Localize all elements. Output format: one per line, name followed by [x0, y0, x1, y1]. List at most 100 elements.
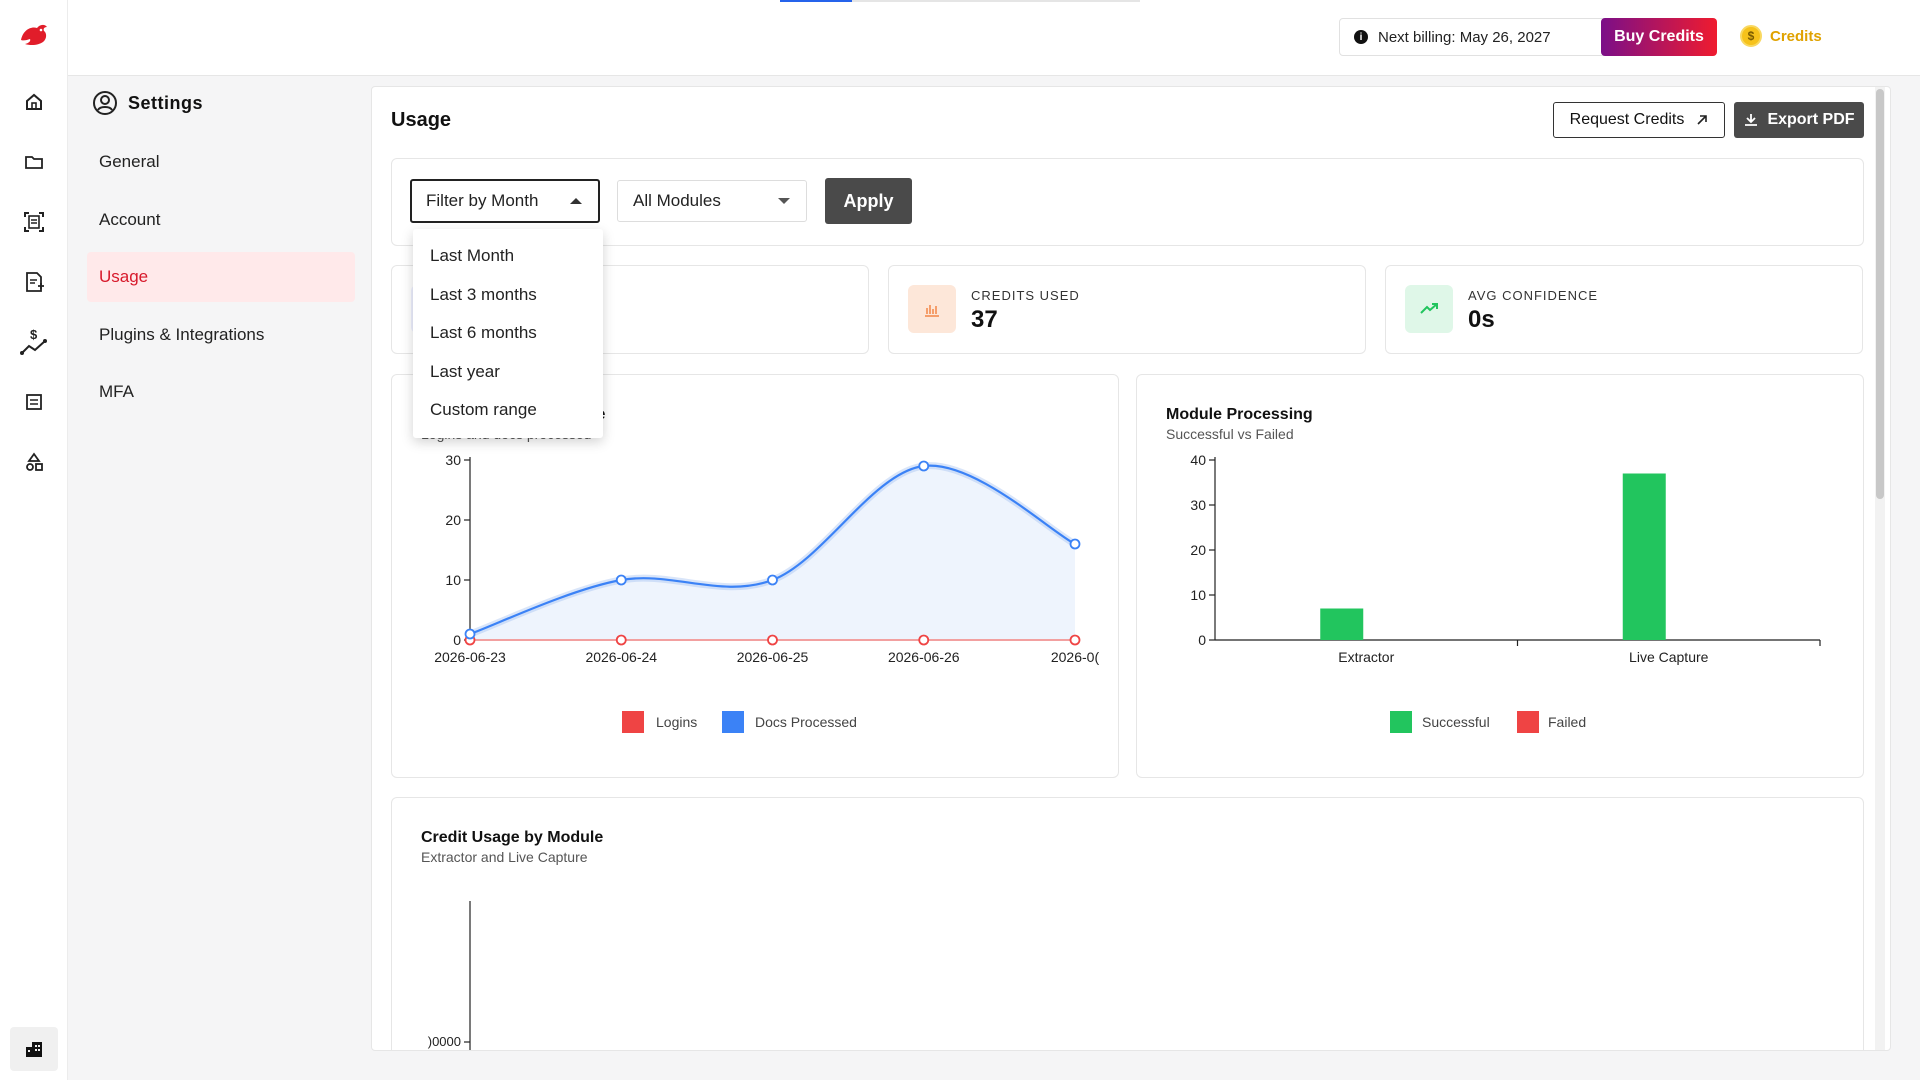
billing-text: Next billing: May 26, 2027	[1378, 28, 1551, 46]
docs-processed-point	[767, 574, 778, 586]
scrollbar[interactable]	[1875, 87, 1885, 1050]
credits-used-label: CREDITS USED	[971, 288, 1080, 303]
y-tick-label: )0000	[428, 1034, 461, 1049]
docs-processed-line	[469, 464, 1076, 636]
activity-area-chart: 0 10 20 30 2026-06-23 2026-06-24 2026-06-25 202…	[434, 452, 1100, 733]
bar-successful	[1622, 473, 1666, 640]
legend-label-logins: Logins	[656, 714, 697, 730]
logins-point	[1069, 634, 1081, 646]
nav-item-account[interactable]: Account	[99, 210, 161, 229]
stat-card-avg-confidence: AVG CONFIDENCE 0s	[1385, 265, 1863, 354]
y-tick-label: 0	[453, 632, 461, 648]
avg-confidence-value: 0s	[1468, 306, 1495, 333]
docs-processed-area	[470, 465, 1075, 640]
x-tick-label: 2026-06-26	[888, 649, 960, 665]
scrollbar-thumb[interactable]	[1876, 89, 1884, 499]
billing-analytics-icon[interactable]: $	[20, 328, 48, 356]
settings-heading: Settings	[92, 90, 203, 116]
loading-progress	[780, 0, 1140, 2]
shapes-icon[interactable]	[20, 448, 48, 476]
chart-title: Credit Usage by Module	[421, 829, 604, 846]
settings-sidebar: Settings General Account Usage Plugins &…	[68, 76, 371, 1080]
option-last-3-months[interactable]: Last 3 months	[430, 284, 537, 304]
folder-icon[interactable]	[20, 148, 48, 176]
legend-swatch-failed	[1517, 711, 1539, 733]
docs-processed-point	[464, 628, 476, 640]
organization-icon[interactable]	[10, 1027, 58, 1071]
logins-point	[615, 634, 627, 646]
brand-logo-icon[interactable]	[17, 18, 51, 52]
module-processing-card: Module Processing Successful vs Failed 0…	[1136, 374, 1864, 778]
export-pdf-label: Export PDF	[1767, 111, 1855, 128]
buy-credits-button[interactable]: Buy Credits	[1601, 18, 1717, 56]
usage-panel: Usage Request Credits Export PDF Filter …	[371, 86, 1891, 1051]
chart-title: Module Processing	[1166, 406, 1313, 423]
nav-item-usage[interactable]: Usage	[87, 252, 355, 302]
x-tick-label: 2026-06-25	[737, 649, 809, 665]
chevron-up-icon	[570, 198, 582, 204]
credit-usage-card: Credit Usage by Module Extractor and Liv…	[391, 797, 1864, 1050]
period-select-value: Filter by Month	[426, 191, 539, 210]
top-bar: i Next billing: May 26, 2027 Buy Credits…	[68, 0, 1920, 76]
legend-swatch-logins	[622, 711, 644, 733]
docs-processed-point	[1069, 538, 1081, 550]
option-last-6-months[interactable]: Last 6 months	[430, 323, 537, 343]
icon-rail: $	[0, 0, 68, 1080]
legend-label-docs-processed: Docs Processed	[755, 714, 857, 730]
credits-label: Credits	[1770, 27, 1822, 45]
page-title: Usage	[391, 109, 452, 131]
credit-usage-axis: )0000	[428, 901, 471, 1050]
module-select-value: All Modules	[633, 191, 721, 210]
download-icon	[1745, 114, 1758, 126]
settings-title: Settings	[128, 92, 204, 113]
x-tick-label: 2026-0(	[1051, 649, 1100, 665]
y-tick-label: 30	[1190, 497, 1206, 513]
option-last-month[interactable]: Last Month	[430, 246, 515, 266]
x-tick-label: 2026-06-23	[434, 649, 506, 665]
legend-label-successful: Successful	[1422, 714, 1490, 730]
bar-chart-icon	[908, 285, 956, 333]
legend-swatch-docs-processed	[722, 711, 744, 733]
y-tick-label: 20	[1190, 542, 1206, 558]
home-icon[interactable]	[20, 88, 48, 116]
export-pdf-button[interactable]: Export PDF	[1734, 102, 1864, 138]
chevron-down-icon	[778, 198, 790, 204]
period-select[interactable]: Filter by Month	[410, 179, 600, 223]
request-credits-button[interactable]: Request Credits	[1553, 102, 1725, 138]
y-tick-label: 20	[445, 512, 461, 528]
docs-processed-point	[615, 574, 627, 586]
arrow-up-right-icon	[1697, 115, 1708, 125]
apply-button[interactable]: Apply	[825, 178, 912, 224]
scan-document-icon[interactable]	[20, 208, 48, 236]
bar-successful	[1320, 608, 1364, 640]
credits-link[interactable]: $ Credits	[1740, 25, 1822, 47]
avg-confidence-label: AVG CONFIDENCE	[1468, 288, 1599, 303]
stat-card-credits-used: CREDITS USED 37	[888, 265, 1366, 354]
option-custom-range[interactable]: Custom range	[430, 400, 537, 420]
info-icon: i	[1354, 30, 1368, 44]
trending-up-icon	[1405, 285, 1453, 333]
y-tick-label: 40	[1190, 452, 1206, 468]
add-document-icon[interactable]	[20, 268, 48, 296]
user-circle-icon	[93, 91, 117, 115]
y-tick-label: 0	[1198, 632, 1206, 648]
billing-info: i Next billing: May 26, 2027	[1339, 18, 1639, 56]
y-tick-label: 10	[1190, 587, 1206, 603]
y-tick-label: 10	[445, 572, 461, 588]
logins-point	[918, 634, 930, 646]
docs-processed-point	[918, 460, 930, 472]
nav-item-general[interactable]: General	[99, 152, 160, 171]
option-last-year[interactable]: Last year	[430, 361, 500, 381]
nav-item-mfa[interactable]: MFA	[99, 382, 134, 401]
logins-point	[767, 634, 778, 646]
svg-text:$: $	[30, 328, 38, 342]
legend-label-failed: Failed	[1548, 714, 1586, 730]
module-processing-bar-chart: 0 10 20 30 40 Extractor Live Capture Successful…	[1190, 452, 1821, 733]
list-icon[interactable]	[20, 388, 48, 416]
nav-item-plugins-integrations[interactable]: Plugins & Integrations	[99, 325, 265, 344]
x-tick-label: Extractor	[1338, 649, 1394, 665]
coin-icon: $	[1740, 25, 1762, 47]
module-select[interactable]: All Modules	[617, 180, 807, 222]
legend-swatch-successful	[1390, 711, 1412, 733]
period-dropdown-menu: Last Month Last 3 months Last 6 months L…	[413, 229, 603, 438]
